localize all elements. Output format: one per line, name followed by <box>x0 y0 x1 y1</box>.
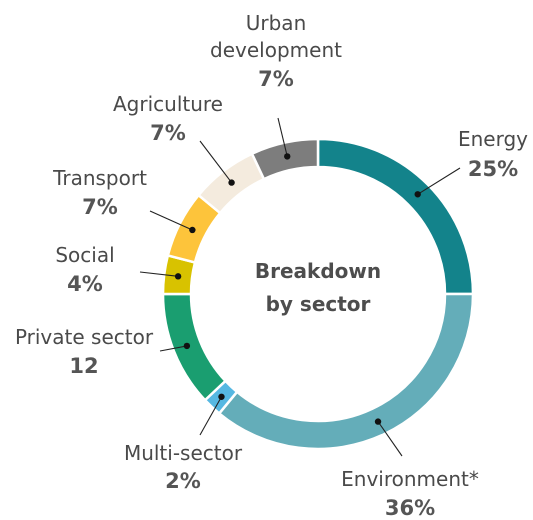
label-urban-development-line-1: Urban <box>246 11 307 35</box>
leader-dot-multi-sector <box>218 393 225 400</box>
value-multi-sector: 2% <box>165 469 201 493</box>
label-energy: Energy <box>458 127 528 151</box>
slice-urban-development <box>250 137 320 181</box>
label-multi-sector: Multi-sector <box>124 441 243 465</box>
label-urban-development-line-2: development <box>210 38 342 62</box>
slice-private-sector <box>161 292 228 402</box>
slice-environment <box>217 292 475 451</box>
leader-urban-development <box>277 117 288 157</box>
leader-multi-sector <box>199 396 222 436</box>
label-transport: Transport <box>52 166 147 190</box>
center-title-line-2: by sector <box>266 292 371 316</box>
value-environment: 36% <box>385 496 435 520</box>
leader-dot-agriculture <box>228 179 235 186</box>
value-social: 4% <box>67 272 103 296</box>
leader-dot-transport <box>189 226 196 234</box>
leader-lines <box>139 117 461 457</box>
leader-transport <box>149 210 193 231</box>
leader-dot-environment <box>374 418 382 425</box>
label-private-sector: Private sector <box>15 325 154 349</box>
leader-dot-private-sector <box>183 342 191 350</box>
leader-energy <box>417 167 461 195</box>
leader-social <box>139 271 179 277</box>
value-transport: 7% <box>82 195 118 219</box>
value-energy: 25% <box>468 157 518 181</box>
label-social: Social <box>55 243 114 267</box>
leader-dot-social <box>174 273 182 280</box>
label-environment: Environment* <box>341 467 479 491</box>
value-urban-development: 7% <box>258 67 294 91</box>
value-agriculture: 7% <box>150 121 186 145</box>
leader-dot-urban-development <box>284 153 291 160</box>
leader-agriculture <box>199 140 233 183</box>
value-private-sector: 12 <box>69 354 98 378</box>
leader-dot-energy <box>414 191 421 198</box>
label-agriculture: Agriculture <box>113 92 223 116</box>
slice-labels: Energy 25% Environment* 36% Multi-sector 2% Pr… <box>15 11 528 520</box>
leader-private-sector <box>159 345 188 352</box>
leader-environment <box>377 421 403 457</box>
center-title-line-1: Breakdown <box>255 259 381 283</box>
